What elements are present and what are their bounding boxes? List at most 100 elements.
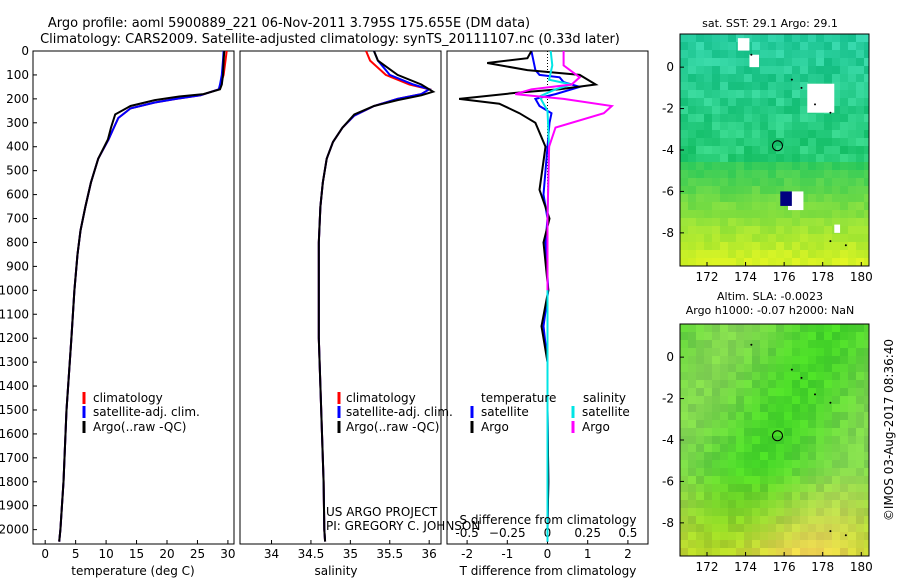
map-cell: [768, 548, 776, 556]
map-cell: [712, 372, 720, 380]
map-cell: [704, 218, 712, 226]
map-cell: [704, 524, 712, 532]
map-cell: [728, 460, 736, 468]
map-cell: [784, 548, 792, 556]
map-cell: [760, 476, 768, 484]
map-cell: [736, 548, 744, 556]
map-cell: [856, 340, 864, 348]
map-cell: [728, 66, 736, 74]
map-cell: [760, 106, 768, 114]
map-cell: [784, 468, 792, 476]
map-cell: [736, 162, 744, 170]
map-cell: [680, 380, 688, 388]
map-cell: [848, 332, 856, 340]
map-cell: [768, 380, 776, 388]
map-cell: [816, 202, 824, 210]
legend-label-climatology: climatology: [346, 391, 416, 405]
map-cell: [720, 348, 728, 356]
map-cell: [824, 34, 832, 42]
map-cell: [752, 66, 760, 74]
map-cell: [864, 484, 869, 492]
map-cell: [864, 34, 869, 42]
map-cell: [760, 524, 768, 532]
map-cell: [744, 178, 752, 186]
map-cell: [808, 468, 816, 476]
map-cell: [688, 332, 696, 340]
map-cell: [768, 50, 776, 58]
map-cell: [752, 82, 760, 90]
map-cell: [712, 452, 720, 460]
map-cell: [680, 194, 688, 202]
map-cell: [768, 444, 776, 452]
map-cell: [864, 396, 869, 404]
map-cell: [840, 484, 848, 492]
t-difference-axis-label: T difference from climatology: [459, 564, 637, 578]
map-cell: [864, 452, 869, 460]
map-cell: [808, 114, 816, 122]
map-cell: [688, 436, 696, 444]
map-cell: [808, 492, 816, 500]
map-cell: [752, 226, 760, 234]
map-cell: [824, 74, 832, 82]
map-cell: [792, 74, 800, 82]
map-cell: [712, 218, 720, 226]
map-cell: [712, 380, 720, 388]
map-cell: [752, 74, 760, 82]
map-cell: [808, 476, 816, 484]
map-cell: [816, 250, 824, 258]
map-cell: [856, 364, 864, 372]
map-cell: [760, 420, 768, 428]
map-cell: [768, 170, 776, 178]
map-cell: [752, 508, 760, 516]
map-cell: [856, 82, 864, 90]
map-cell: [808, 524, 816, 532]
map-cell: [848, 170, 856, 178]
map-cell: [824, 468, 832, 476]
map-cell: [720, 138, 728, 146]
legend-label-climatology: climatology: [93, 391, 163, 405]
map-cell: [760, 202, 768, 210]
map-cell: [728, 138, 736, 146]
map-cell: [760, 58, 768, 66]
depth-tick-label: 1600: [0, 427, 29, 441]
map-cell: [736, 340, 744, 348]
map-cell: [712, 114, 720, 122]
map-cell: [808, 436, 816, 444]
map-cell: [744, 186, 752, 194]
map-cell: [704, 210, 712, 218]
map-cell: [688, 34, 696, 42]
map-cell: [856, 218, 864, 226]
map-cell: [760, 348, 768, 356]
map-cell: [752, 348, 760, 356]
x-tick-label: 35: [343, 547, 358, 561]
map-cell: [808, 234, 816, 242]
map-cell: [784, 154, 792, 162]
map-cell: [840, 42, 848, 50]
lat-tick-label: -8: [662, 516, 674, 530]
map-cell: [840, 210, 848, 218]
map-cell: [728, 34, 736, 42]
map-cell: [688, 540, 696, 548]
x-tick-label: 36: [422, 547, 437, 561]
map-cell: [808, 348, 816, 356]
map-cell: [736, 170, 744, 178]
map-cell: [816, 348, 824, 356]
s-diff-tick-label: -0.5: [455, 526, 478, 540]
map-cell: [816, 332, 824, 340]
map-cell: [784, 436, 792, 444]
map-cell: [760, 34, 768, 42]
map-cell: [816, 242, 824, 250]
map-cell: [680, 50, 688, 58]
map-cell: [816, 484, 824, 492]
map-cell: [768, 202, 776, 210]
map-cell: [696, 500, 704, 508]
map-cell: [856, 74, 864, 82]
map-cell: [840, 324, 848, 332]
map-cell: [696, 388, 704, 396]
map-cell: [840, 508, 848, 516]
map-cell: [808, 452, 816, 460]
map-cell: [728, 388, 736, 396]
map-cell: [800, 380, 808, 388]
map-cell: [680, 98, 688, 106]
map-cell: [784, 372, 792, 380]
